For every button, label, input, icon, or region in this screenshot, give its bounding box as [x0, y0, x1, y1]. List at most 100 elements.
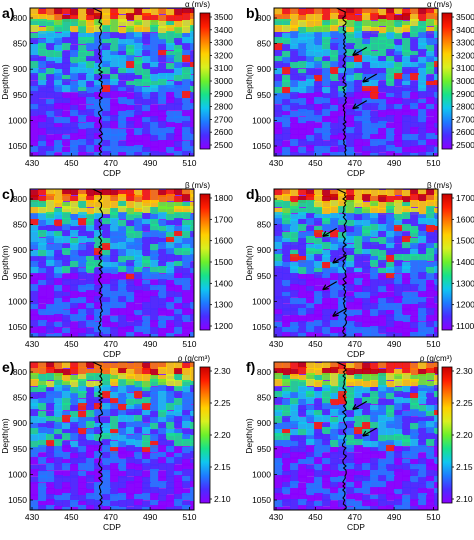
panel-c: c)800 850 900 950 1000 1050 430 450 470 490 510 CDP… [0, 181, 233, 359]
panel-label: a) [2, 5, 14, 21]
colorbar-tick-label: 2.25 [214, 398, 231, 408]
plot-frame [273, 361, 439, 511]
arrow-marker [362, 73, 378, 83]
colorbar [199, 366, 211, 504]
colorbar-tick-label: 1400 [456, 257, 474, 267]
colorbar-title: β (m/s) [185, 181, 210, 190]
x-tick-label: 510 [182, 158, 196, 168]
colorbar-tick-label: 2900 [456, 89, 474, 99]
colorbar-tick-label: 3200 [214, 50, 233, 60]
arrow-marker [322, 281, 338, 291]
y-tick-label: 800 [13, 13, 27, 23]
panel-label: c) [2, 186, 14, 202]
y-tick-label: 850 [257, 39, 271, 49]
colorbar-tick-label: 1200 [456, 300, 474, 310]
x-tick-label: 430 [269, 512, 283, 522]
x-axis-title: CDP [347, 168, 365, 178]
seismic-section [274, 189, 438, 337]
x-tick-label: 450 [308, 339, 322, 349]
colorbar-tick-label: 3000 [456, 76, 474, 86]
x-tick-label: 490 [143, 339, 157, 349]
colorbar-tick-label: 1500 [214, 257, 233, 267]
y-tick-label: 900 [13, 418, 27, 428]
y-tick-label: 1000 [252, 469, 271, 479]
plot-frame [29, 361, 195, 511]
y-tick-label: 1050 [252, 495, 271, 505]
colorbar-tick-label: 3300 [456, 38, 474, 48]
colorbar-tick-label: 2.15 [214, 462, 231, 472]
arrow-marker [322, 227, 338, 237]
x-axis-title: CDP [347, 522, 365, 532]
y-axis-title: Depth(m) [244, 245, 254, 281]
colorbar-tick-label: 3500 [456, 12, 474, 22]
y-axis-title: Depth(m) [0, 418, 10, 454]
y-tick-label: 1000 [252, 115, 271, 125]
y-tick-label: 1050 [8, 495, 27, 505]
colorbar-tick-label: 2600 [456, 127, 474, 137]
y-tick-label: 1000 [8, 115, 27, 125]
y-tick-label: 900 [257, 64, 271, 74]
colorbar-tick-label: 2700 [214, 114, 233, 124]
x-tick-label: 470 [348, 339, 362, 349]
well-log-trace [336, 8, 348, 156]
colorbar-title: ρ (g/cm³) [420, 354, 452, 363]
y-tick-label: 850 [13, 393, 27, 403]
seismic-section [30, 189, 194, 337]
panel-f: f) 800 850 900 950 1000 1050 430 450 470 490 510 CDP… [244, 354, 473, 532]
colorbar-tick-label: 3100 [456, 63, 474, 73]
x-tick-label: 490 [143, 158, 157, 168]
y-tick-label: 800 [13, 194, 27, 204]
colorbar-tick-label: 3100 [214, 63, 233, 73]
colorbar-tick-label: 1600 [214, 236, 233, 246]
colorbar-title: β (m/s) [427, 181, 452, 190]
colorbar-tick-label: 3500 [214, 12, 233, 22]
panel-label: e) [2, 359, 14, 375]
seismic-section [30, 362, 194, 510]
y-tick-label: 900 [13, 64, 27, 74]
well-log-trace [336, 189, 348, 337]
plot-frame [29, 7, 195, 157]
colorbar-tick-label: 2900 [214, 89, 233, 99]
y-axis-title: Depth(m) [0, 64, 10, 100]
y-tick-label: 800 [257, 367, 271, 377]
colorbar-tick-label: 2800 [456, 102, 474, 112]
colorbar-tick-label: 2.10 [456, 494, 473, 504]
x-tick-label: 430 [269, 339, 283, 349]
colorbar-tick-label: 1700 [214, 214, 233, 224]
x-tick-label: 430 [25, 158, 39, 168]
panel-b: b)800 850 900 950 1000 1050 430 450 470 490 510 CDP… [244, 0, 474, 178]
colorbar-tick-label: 2700 [456, 114, 474, 124]
arrow-marker [332, 307, 348, 317]
y-tick-label: 950 [13, 271, 27, 281]
x-tick-label: 450 [64, 512, 78, 522]
colorbar [441, 193, 453, 331]
y-tick-label: 1000 [252, 296, 271, 306]
colorbar-tick-label: 3300 [214, 38, 233, 48]
y-axis-title: Depth(m) [244, 64, 254, 100]
y-tick-label: 1050 [8, 141, 27, 151]
x-tick-label: 470 [104, 512, 118, 522]
colorbar-tick-label: 3200 [456, 50, 474, 60]
colorbar-tick-label: 2800 [214, 102, 233, 112]
plot-frame [29, 188, 195, 338]
seismic-section [30, 8, 194, 156]
x-tick-label: 470 [348, 158, 362, 168]
y-tick-label: 900 [13, 245, 27, 255]
y-tick-label: 900 [257, 245, 271, 255]
x-tick-label: 510 [426, 339, 440, 349]
panel-label: f) [246, 359, 255, 375]
seismic-section [274, 362, 438, 510]
x-tick-label: 490 [143, 512, 157, 522]
x-tick-label: 470 [348, 512, 362, 522]
colorbar-tick-label: 2.25 [456, 398, 473, 408]
y-tick-label: 1000 [8, 469, 27, 479]
arrow-marker [352, 46, 368, 56]
colorbar-tick-label: 1400 [214, 278, 233, 288]
y-tick-label: 900 [257, 418, 271, 428]
y-tick-label: 850 [13, 220, 27, 230]
colorbar [441, 366, 453, 504]
colorbar-tick-label: 2.15 [456, 462, 473, 472]
x-axis-title: CDP [347, 349, 365, 359]
y-tick-label: 850 [13, 39, 27, 49]
colorbar-tick-label: 2.20 [456, 430, 473, 440]
